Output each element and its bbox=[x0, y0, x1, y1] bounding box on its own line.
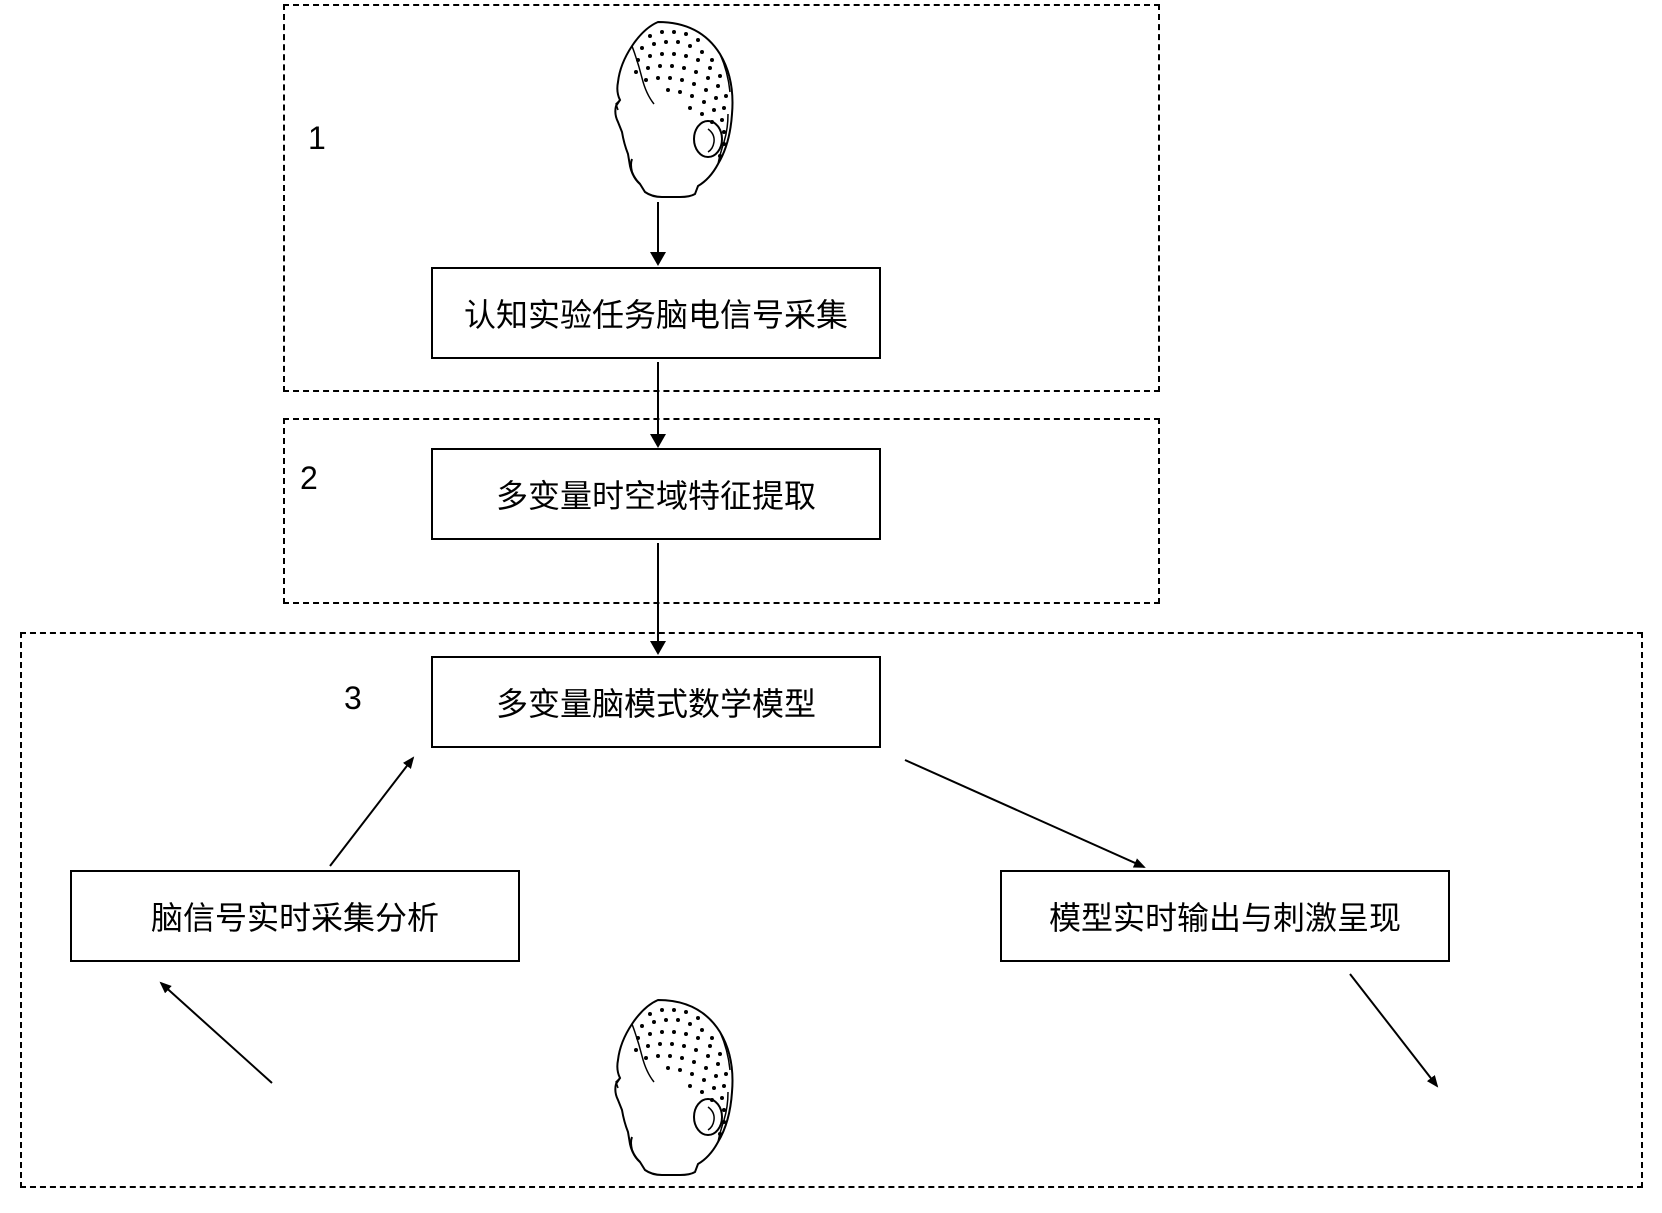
node-cognitive-task-eeg-label: 认知实验任务脑电信号采集 bbox=[464, 290, 848, 336]
node-feature-extraction-label: 多变量时空域特征提取 bbox=[496, 471, 816, 517]
eeg-head-icon-top bbox=[580, 14, 740, 199]
section-2-label: 2 bbox=[300, 460, 318, 497]
node-brain-model: 多变量脑模式数学模型 bbox=[431, 656, 881, 748]
eeg-head-icon-bottom bbox=[580, 992, 740, 1177]
arrow-head-to-n1-head bbox=[650, 252, 666, 266]
node-realtime-analysis-label: 脑信号实时采集分析 bbox=[151, 893, 439, 939]
node-realtime-output-label: 模型实时输出与刺激呈现 bbox=[1049, 893, 1401, 939]
section-1-label: 1 bbox=[308, 120, 326, 157]
node-realtime-output: 模型实时输出与刺激呈现 bbox=[1000, 870, 1450, 962]
node-cognitive-task-eeg: 认知实验任务脑电信号采集 bbox=[431, 267, 881, 359]
section-3-label: 3 bbox=[344, 680, 362, 717]
node-feature-extraction: 多变量时空域特征提取 bbox=[431, 448, 881, 540]
node-brain-model-label: 多变量脑模式数学模型 bbox=[496, 679, 816, 725]
arrow-n2-to-n3 bbox=[657, 543, 659, 641]
node-realtime-analysis: 脑信号实时采集分析 bbox=[70, 870, 520, 962]
arrow-head-to-n1 bbox=[657, 202, 659, 252]
